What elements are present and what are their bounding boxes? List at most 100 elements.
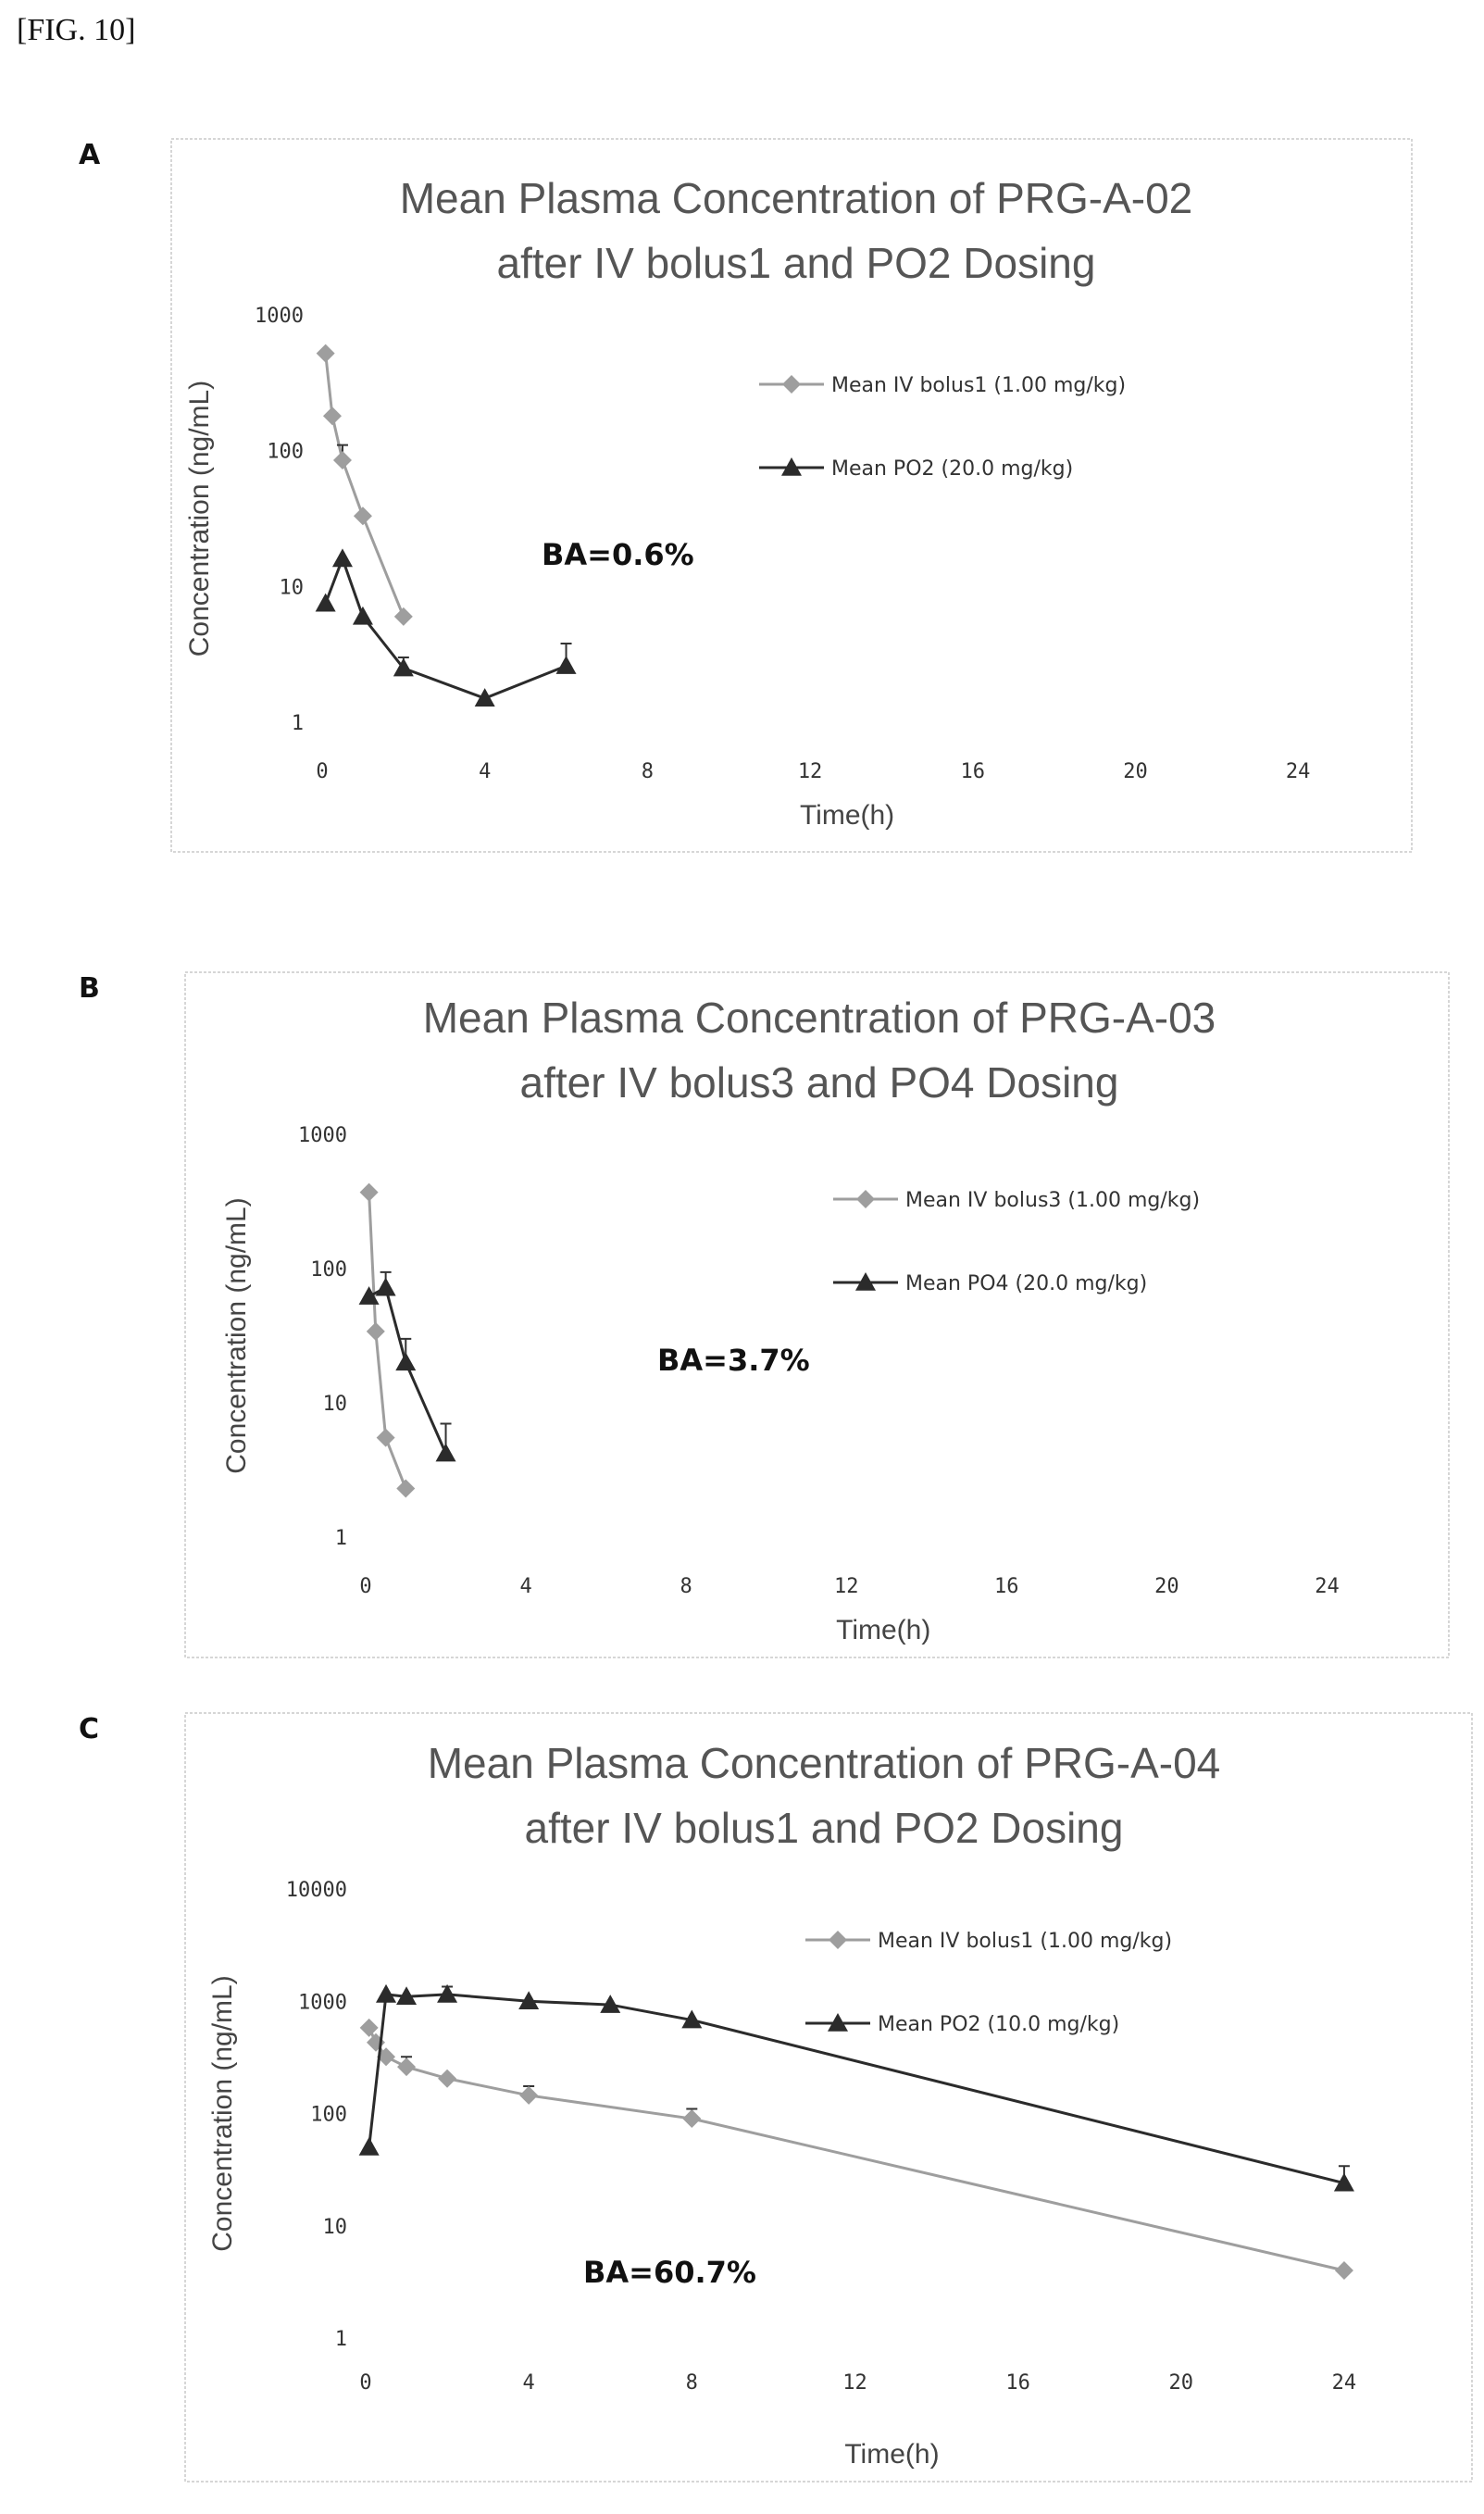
y-tick-label: 1000	[298, 1124, 347, 1147]
legend-label: Mean PO2 (20.0 mg/kg)	[831, 457, 1073, 481]
bioavailability-annotation: BA=60.7%	[583, 2255, 756, 2290]
data-point	[366, 1321, 385, 1341]
data-point	[555, 656, 577, 674]
x-tick-label: 4	[523, 2371, 535, 2395]
x-tick-label: 0	[359, 2371, 371, 2395]
figure-label: [FIG. 10]	[17, 13, 136, 47]
data-point	[474, 688, 495, 707]
series-po	[358, 1270, 456, 1462]
chart-panel-a: A Mean Plasma Concentration of PRG-A-02 af…	[0, 138, 1484, 880]
data-point	[438, 2069, 457, 2088]
data-point	[600, 1995, 621, 2013]
x-tick-label: 24	[1315, 1575, 1340, 1598]
chart-frame	[184, 1712, 1473, 2483]
y-tick-label: 1	[292, 712, 304, 735]
data-point	[358, 1286, 380, 1305]
x-tick-label: 8	[686, 2371, 698, 2395]
panel-letter: A	[79, 139, 101, 171]
y-tick-label: 100	[267, 441, 304, 464]
data-point	[376, 1428, 395, 1447]
legend-marker	[781, 457, 802, 476]
x-tick-label: 4	[519, 1575, 531, 1598]
x-tick-label: 20	[1154, 1575, 1179, 1598]
chart-svg: Mean Plasma Concentration of PRG-A-04 aft…	[184, 1712, 1473, 2483]
x-axis-label: Time(h)	[836, 1615, 930, 1645]
y-axis-label: Concentration (ng/mL)	[184, 381, 215, 657]
legend-entry: Mean PO4 (20.0 mg/kg)	[833, 1272, 1147, 1295]
x-axis-label: Time(h)	[800, 800, 894, 831]
x-tick-label: 16	[1005, 2371, 1030, 2395]
data-point	[322, 406, 342, 426]
chart-title-line: Mean Plasma Concentration of PRG-A-02	[400, 174, 1193, 222]
x-tick-label: 20	[1169, 2371, 1194, 2395]
legend-marker	[782, 375, 801, 394]
y-tick-label: 10	[323, 1393, 348, 1416]
chart-title-line: after IV bolus1 and PO2 Dosing	[497, 239, 1096, 287]
series-iv	[359, 2018, 1353, 2281]
series-iv	[316, 344, 413, 626]
x-tick-label: 0	[359, 1575, 371, 1598]
data-point	[393, 607, 413, 626]
data-point	[397, 2057, 417, 2077]
data-point	[353, 507, 372, 526]
data-point	[332, 451, 352, 470]
x-tick-label: 24	[1332, 2371, 1357, 2395]
chart-title-line: after IV bolus1 and PO2 Dosing	[525, 1804, 1124, 1852]
y-axis-label: Concentration (ng/mL)	[207, 1975, 238, 2251]
legend-marker	[829, 1931, 847, 1949]
data-point	[359, 2018, 379, 2037]
x-tick-label: 8	[642, 760, 654, 783]
series-line	[368, 2027, 1345, 2272]
panel-letter: B	[79, 972, 100, 1005]
data-point	[518, 1991, 540, 2010]
series-line	[324, 353, 405, 618]
y-tick-label: 1	[335, 1527, 347, 1550]
data-point	[396, 1479, 416, 1498]
series-line	[368, 1285, 447, 1455]
legend-entry: Mean PO2 (20.0 mg/kg)	[759, 457, 1073, 481]
series-line	[368, 1192, 407, 1490]
legend-label: Mean PO2 (10.0 mg/kg)	[878, 2013, 1119, 2036]
chart-svg: Mean Plasma Concentration of PRG-A-02 aft…	[170, 138, 1413, 853]
data-point	[377, 2047, 396, 2067]
data-point	[358, 2137, 380, 2156]
legend-entry: Mean IV bolus3 (1.00 mg/kg)	[833, 1189, 1200, 1212]
data-point	[359, 1182, 379, 1202]
y-tick-label: 100	[310, 2104, 347, 2127]
data-point	[1333, 2172, 1354, 2192]
legend-label: Mean IV bolus1 (1.00 mg/kg)	[831, 374, 1126, 397]
legend-entry: Mean IV bolus1 (1.00 mg/kg)	[805, 1930, 1172, 1953]
x-tick-label: 12	[834, 1575, 859, 1598]
data-point	[331, 548, 353, 568]
x-tick-label: 24	[1286, 760, 1311, 783]
y-tick-label: 1000	[298, 1991, 347, 2014]
data-point	[437, 1983, 458, 2003]
data-point	[1334, 2261, 1353, 2281]
chart-frame	[170, 138, 1413, 853]
x-tick-label: 12	[798, 760, 823, 783]
data-point	[393, 657, 414, 677]
x-tick-label: 8	[680, 1575, 692, 1598]
data-point	[375, 1277, 396, 1296]
legend-label: Mean IV bolus3 (1.00 mg/kg)	[905, 1189, 1200, 1212]
x-tick-label: 12	[842, 2371, 867, 2395]
series-line	[324, 555, 567, 700]
legend-entry: Mean IV bolus1 (1.00 mg/kg)	[759, 374, 1126, 397]
series-po	[315, 548, 577, 707]
chart-svg: Mean Plasma Concentration of PRG-A-03 aft…	[184, 971, 1450, 1658]
legend-marker	[855, 1272, 876, 1291]
series-iv	[359, 1182, 416, 1498]
legend-marker	[828, 2013, 848, 2032]
chart-title-line: Mean Plasma Concentration of PRG-A-04	[428, 1739, 1221, 1787]
y-axis-label: Concentration (ng/mL)	[221, 1197, 252, 1473]
data-point	[682, 2109, 702, 2129]
legend-marker	[856, 1190, 875, 1208]
panel-letter: C	[79, 1713, 100, 1745]
data-point	[519, 2085, 539, 2105]
chart-panel-b: B Mean Plasma Concentration of PRG-A-03 af…	[0, 971, 1484, 1685]
y-tick-label: 10	[323, 2216, 348, 2239]
x-tick-label: 0	[316, 760, 328, 783]
data-point	[376, 1983, 397, 2003]
legend-label: Mean PO4 (20.0 mg/kg)	[905, 1272, 1147, 1295]
data-point	[352, 606, 373, 625]
